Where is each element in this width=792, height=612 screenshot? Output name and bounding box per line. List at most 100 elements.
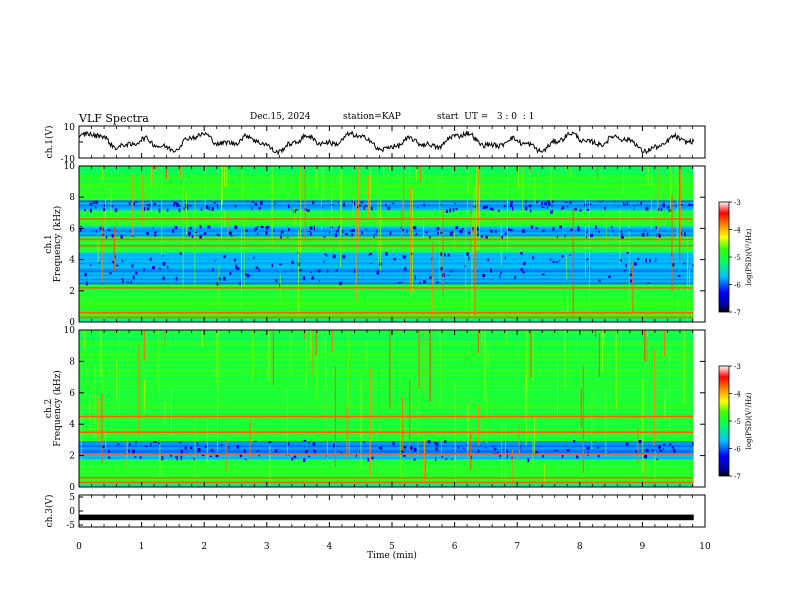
ch1-spectrogram-speckle <box>406 229 408 233</box>
ch1-spectrogram-speckle <box>449 232 453 237</box>
ch2-spectrogram-speckle <box>201 454 205 457</box>
ch2-spectrogram-strip <box>79 404 694 407</box>
ch1-spectrogram-speckle <box>254 227 257 229</box>
ch2-spectrogram-speckle <box>333 443 336 448</box>
ch1-spectrogram-speckle <box>365 228 367 231</box>
ch1-spectrogram-speckle <box>90 264 92 267</box>
ch1-spectrogram-strip <box>79 240 694 243</box>
ch1-spectrogram-speckle <box>217 234 220 237</box>
ch1-spectrogram-speckle <box>143 207 146 211</box>
ch2-spectrogram-speckle <box>434 441 436 444</box>
ch1-spectrogram-speckle <box>361 231 363 235</box>
ch1-spectrogram-speckle <box>297 201 299 203</box>
ch1-spectrogram-speckle <box>246 200 249 202</box>
ch1-spectrogram-speckle <box>132 275 135 279</box>
ch2-spectrogram-streak <box>138 344 140 437</box>
ch2-spectrogram-speckle <box>308 441 310 444</box>
ch2-spectrogram-streak <box>470 434 472 471</box>
ch1-spectrogram-speckle <box>231 235 233 237</box>
ch2-spectrogram-speckle <box>535 451 539 454</box>
ch1-spectrogram-speckle <box>84 272 87 277</box>
ch1-spectrogram-speckle <box>115 209 117 213</box>
ch2-spectrogram-streak <box>544 463 545 483</box>
y-tick-label: 0 <box>69 507 75 517</box>
ch1-spectrogram-speckle <box>647 282 651 284</box>
ch2-spectrogram-speckle <box>363 441 365 443</box>
ch1-spectrogram-speckle <box>680 204 683 206</box>
ch1-spectrogram-streak <box>605 220 607 244</box>
ch1-spectrogram-speckle <box>324 253 328 255</box>
ch1-spectrogram-speckle <box>595 225 597 229</box>
ch2-spectrogram-speckle <box>158 442 160 445</box>
y-tick-label: 6 <box>69 224 75 234</box>
ch1-spectrogram-strip <box>79 210 694 213</box>
ch2-spectrogram-streak <box>369 368 371 476</box>
ch1-spectrogram-speckle <box>342 255 346 259</box>
ch2-spectrogram-speckle <box>256 450 260 452</box>
ch1-spectrogram-speckle <box>111 261 115 264</box>
ch2-spectrogram-speckle <box>656 458 659 460</box>
ch1-spectrogram-speckle <box>500 271 502 274</box>
ch2-spectrogram-speckle <box>286 442 290 446</box>
ch1-spectrogram-speckle <box>302 276 305 281</box>
ch2-spectrogram-speckle <box>180 449 183 452</box>
ch1-spectrogram-speckle <box>655 226 658 229</box>
ch2-spectrogram-speckle <box>293 455 297 459</box>
ch1-spectrogram-speckle <box>254 202 258 206</box>
ch2-spectrogram-speckle <box>625 442 629 446</box>
x-tick-label: 2 <box>201 542 207 552</box>
ch1-spectrogram-speckle <box>550 203 553 208</box>
y-tick-label: 6 <box>69 389 75 399</box>
colorbar <box>718 365 730 477</box>
ch1-spectrogram-speckle <box>129 230 131 233</box>
ch1-spectrogram-streak <box>415 166 417 181</box>
ch1-spectrogram-streak <box>679 169 681 261</box>
ch1-spectrogram-streak <box>529 166 530 186</box>
ch1-spectrogram-speckle <box>523 262 526 266</box>
ch1-spectrogram-strip <box>79 206 694 209</box>
ch1-spectrogram-speckle <box>128 202 131 205</box>
ch1-spectrogram-strip <box>79 220 694 223</box>
ch1-spectrogram-speckle <box>212 268 214 272</box>
ch1-spectrogram-speckle <box>599 201 602 203</box>
ch2-spectrogram-strip <box>79 444 694 448</box>
ch1-spectrogram-speckle <box>447 253 450 257</box>
ch2-spectrogram-speckle <box>144 445 148 447</box>
ch1-spectrogram-strip <box>79 262 694 265</box>
ch2-spectrogram-strip <box>79 348 694 351</box>
ch1-spectrogram-speckle <box>548 203 552 206</box>
ch1-spectrogram-speckle <box>338 226 341 228</box>
ch1-spectrogram-strip <box>79 184 694 187</box>
ch1-spectrogram-speckle <box>280 235 282 239</box>
ch2-spectrogram-speckle <box>511 456 513 460</box>
ch1-spectrogram-speckle <box>559 259 561 262</box>
ch1-spectrogram-strip <box>79 314 694 317</box>
ch2-spectrogram-speckle <box>663 443 666 446</box>
ch1-spectrogram-strip <box>79 224 694 227</box>
ch1-spectrogram-streak <box>530 166 532 173</box>
ch2-spectrogram-strip <box>79 446 694 450</box>
ch1-spectrogram-speckle <box>95 200 98 204</box>
ch1-spectrogram-speckle <box>577 225 579 229</box>
ch1-spectrogram-speckle <box>626 201 629 206</box>
ch1-spectrogram-speckle <box>567 205 569 208</box>
ch1-spectrogram-speckle <box>440 267 443 271</box>
ch2-spectrogram-streak <box>194 422 196 478</box>
ch2-spectrogram-streak <box>439 330 441 409</box>
ch1-spectrogram-speckle <box>569 254 571 256</box>
ch2-spectrogram-strip <box>79 406 694 409</box>
ch1-spectrogram-speckle <box>310 271 312 274</box>
ch2-spectrogram-streak <box>637 427 639 465</box>
ch2-spectrogram-streak <box>325 332 327 388</box>
ch2-spectrogram-speckle <box>379 447 383 450</box>
ch1-spectrogram-speckle <box>532 256 535 260</box>
ch1-spectrogram-streak <box>667 166 668 176</box>
ch1-spectrogram-strip <box>79 186 694 189</box>
ch1-spectrogram-speckle <box>561 206 565 209</box>
ch1-spectrogram-speckle <box>455 226 459 230</box>
ch1-spectrogram-speckle <box>662 203 665 208</box>
ch2-spectrogram-speckle <box>470 455 472 460</box>
ch1-spectrogram-speckle <box>683 262 686 265</box>
x-tick-label: 4 <box>327 542 333 552</box>
ch2-spectrogram-speckle <box>101 445 105 448</box>
